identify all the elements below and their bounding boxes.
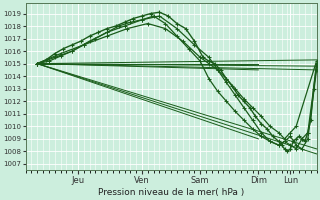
X-axis label: Pression niveau de la mer( hPa ): Pression niveau de la mer( hPa ) <box>98 188 244 197</box>
